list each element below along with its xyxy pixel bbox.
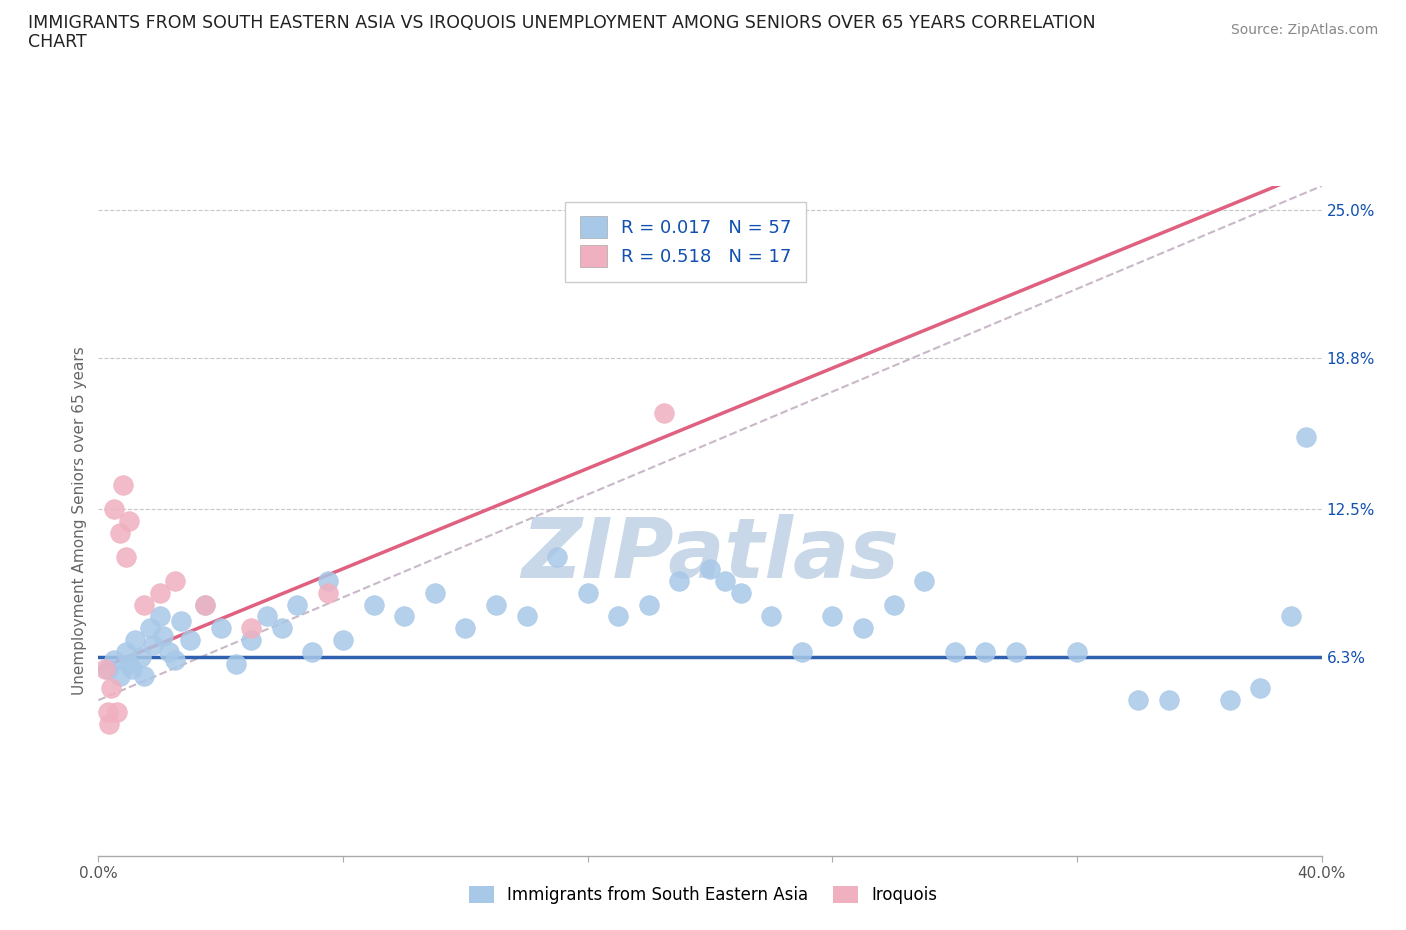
Text: Source: ZipAtlas.com: Source: ZipAtlas.com	[1230, 23, 1378, 37]
Point	[93, 661, 115, 676]
Point	[134, 669, 156, 684]
Legend: Immigrants from South Eastern Asia, Iroquois: Immigrants from South Eastern Asia, Iroq…	[460, 878, 946, 912]
Point	[363, 597, 385, 612]
Point	[149, 609, 172, 624]
Point	[163, 652, 186, 667]
Point	[115, 644, 138, 659]
Point	[1066, 644, 1088, 659]
Point	[179, 633, 201, 648]
Point	[152, 628, 174, 643]
Point	[852, 621, 875, 636]
Point	[652, 405, 675, 420]
Point	[149, 585, 172, 600]
Point	[98, 717, 121, 732]
Point	[170, 614, 193, 629]
Point	[790, 644, 813, 659]
Point	[111, 477, 134, 492]
Point	[516, 609, 538, 624]
Point	[115, 550, 138, 565]
Point	[118, 513, 141, 528]
Point	[240, 633, 263, 648]
Text: IMMIGRANTS FROM SOUTH EASTERN ASIA VS IROQUOIS UNEMPLOYMENT AMONG SENIORS OVER 6: IMMIGRANTS FROM SOUTH EASTERN ASIA VS IR…	[28, 14, 1095, 32]
Point	[454, 621, 477, 636]
Point	[638, 597, 661, 612]
Point	[97, 661, 120, 676]
Point	[392, 609, 416, 624]
Point	[714, 573, 737, 588]
Point	[100, 681, 122, 696]
Point	[139, 621, 162, 636]
Point	[240, 621, 263, 636]
Point	[912, 573, 935, 588]
Point	[1295, 430, 1317, 445]
Legend: R = 0.017   N = 57, R = 0.518   N = 17: R = 0.017 N = 57, R = 0.518 N = 17	[565, 202, 806, 282]
Point	[134, 597, 156, 612]
Point	[105, 705, 128, 720]
Point	[974, 644, 997, 659]
Point	[209, 621, 232, 636]
Point	[256, 609, 278, 624]
Point	[103, 652, 125, 667]
Point	[607, 609, 630, 624]
Point	[194, 597, 217, 612]
Point	[821, 609, 844, 624]
Point	[761, 609, 783, 624]
Point	[270, 621, 294, 636]
Point	[1157, 693, 1180, 708]
Point	[124, 633, 146, 648]
Text: CHART: CHART	[28, 33, 87, 50]
Point	[225, 657, 247, 671]
Point	[1004, 644, 1026, 659]
Point	[118, 657, 141, 671]
Point	[157, 644, 180, 659]
Text: ZIPatlas: ZIPatlas	[522, 513, 898, 595]
Point	[129, 650, 152, 665]
Point	[285, 597, 308, 612]
Point	[194, 597, 217, 612]
Point	[883, 597, 905, 612]
Point	[108, 669, 131, 684]
Point	[97, 705, 120, 720]
Point	[423, 585, 446, 600]
Point	[332, 633, 354, 648]
Point	[668, 573, 690, 588]
Point	[301, 644, 323, 659]
Point	[546, 550, 568, 565]
Point	[485, 597, 508, 612]
Point	[1219, 693, 1241, 708]
Point	[316, 573, 339, 588]
Point	[316, 585, 339, 600]
Point	[1250, 681, 1272, 696]
Point	[576, 585, 599, 600]
Point	[943, 644, 966, 659]
Point	[1279, 609, 1302, 624]
Point	[730, 585, 752, 600]
Point	[103, 501, 125, 516]
Point	[1128, 693, 1150, 708]
Point	[121, 661, 143, 676]
Point	[142, 638, 165, 653]
Y-axis label: Unemployment Among Seniors over 65 years: Unemployment Among Seniors over 65 years	[72, 347, 87, 696]
Point	[699, 561, 721, 576]
Point	[108, 525, 131, 540]
Point	[163, 573, 186, 588]
